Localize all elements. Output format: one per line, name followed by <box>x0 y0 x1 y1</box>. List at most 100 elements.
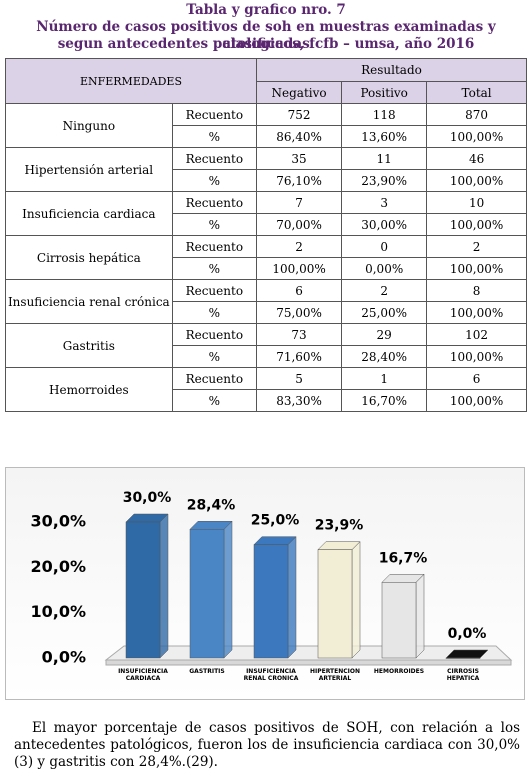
value-cell: 100,00% <box>426 257 527 280</box>
y-tick-label: 30,0% <box>30 512 86 531</box>
value-label: 0,0% <box>448 626 487 642</box>
measure-cell: % <box>171 213 257 236</box>
value-cell: 11 <box>341 147 428 170</box>
measure-cell: % <box>171 389 257 412</box>
title-line: segun antecedentes patologicos, fcfb – u… <box>57 36 475 52</box>
x-tick-label: CIRROSIS HEPATICA <box>446 668 480 682</box>
measure-cell: Recuento <box>171 147 257 170</box>
disease-cell: Hemorroides <box>5 367 173 412</box>
value-cell: 100,00% <box>426 213 527 236</box>
disease-cell: Cirrosis hepática <box>5 235 173 280</box>
value-cell: 870 <box>426 103 527 126</box>
title-line: Tabla y grafico nro. 7 <box>186 2 346 18</box>
value-cell: 46 <box>426 147 527 170</box>
value-cell: 6 <box>255 279 343 302</box>
value-cell: 73 <box>255 323 343 346</box>
measure-cell: % <box>171 257 257 280</box>
value-cell: 35 <box>255 147 343 170</box>
value-cell: 5 <box>255 367 343 390</box>
header-cell: Negativo <box>255 81 343 104</box>
table-row: Ninguno Recuento 752 118 870 <box>5 103 527 148</box>
disease-cell: Insuficiencia renal crónica <box>5 279 173 324</box>
value-cell: 16,70% <box>341 389 428 412</box>
measure-cell: % <box>171 125 257 148</box>
table-row: Insuficiencia renal crónica Recuento 6 2 8 <box>5 279 527 324</box>
value-cell: 83,30% <box>255 389 343 412</box>
y-tick-label: 10,0% <box>30 602 86 621</box>
bar-side <box>159 513 169 659</box>
value-cell: 71,60% <box>255 345 343 368</box>
measure-cell: % <box>171 169 257 192</box>
value-cell: 2 <box>426 235 527 258</box>
table-row: Hipertensión arterial Recuento 35 11 46 <box>5 147 527 192</box>
header-row: ENFERMEDADES Resultado <box>5 58 528 104</box>
value-cell: 86,40% <box>255 125 343 148</box>
value-cell: 30,00% <box>341 213 428 236</box>
value-cell: 29 <box>341 323 428 346</box>
bar <box>253 544 289 659</box>
measure-cell: % <box>171 345 257 368</box>
disease-cell: Hipertensión arterial <box>5 147 173 192</box>
value-cell: 23,90% <box>341 169 428 192</box>
bar <box>189 529 225 659</box>
value-cell: 0,00% <box>341 257 428 280</box>
value-cell: 100,00% <box>426 389 527 412</box>
value-cell: 100,00% <box>255 257 343 280</box>
header-cell: ENFERMEDADES <box>5 58 257 104</box>
measure-cell: Recuento <box>171 279 257 302</box>
value-cell: 7 <box>255 191 343 214</box>
value-cell: 118 <box>341 103 428 126</box>
bar <box>125 521 161 659</box>
title-line: Número de casos positivos de soh en mues… <box>36 19 496 52</box>
value-cell: 2 <box>255 235 343 258</box>
table-row: % 75,00% 25,00% 100,00% <box>6 301 527 324</box>
chart-svg: 0,0% 10,0% 20,0% 30,0% 30,0% 28,4% 25,0% 23,9% 1… <box>30 490 513 667</box>
table-row: Hemorroides Recuento 5 1 6 <box>5 367 527 412</box>
measure-cell: Recuento <box>171 323 257 346</box>
value-cell: 100,00% <box>426 125 527 148</box>
table-row: % 76,10% 23,90% 100,00% <box>6 169 527 192</box>
value-label: 25,0% <box>251 513 300 529</box>
value-cell: 28,40% <box>341 345 428 368</box>
measure-cell: Recuento <box>171 103 257 126</box>
bar-side <box>415 573 425 659</box>
table-row: % 83,30% 16,70% 100,00% <box>6 389 527 412</box>
measure-cell: Recuento <box>171 367 257 390</box>
x-tick-label: GASTRITIS <box>189 668 225 675</box>
bar <box>317 549 353 659</box>
value-cell: 100,00% <box>426 169 527 192</box>
table-row: Insuficiencia cardiaca Recuento 7 3 10 <box>5 191 527 236</box>
table-row: Cirrosis hepática Recuento 2 0 2 <box>5 235 527 280</box>
value-cell: 1 <box>341 367 428 390</box>
table-row: % 86,40% 13,60% 100,00% <box>6 125 527 148</box>
value-cell: 75,00% <box>255 301 343 324</box>
bar <box>381 582 417 659</box>
table-row: % 70,00% 30,00% 100,00% <box>6 213 527 236</box>
x-tick-label: INSUFICIENCIA RENAL CRONICA <box>243 668 299 682</box>
x-tick-label: HEMORROIDES <box>373 668 425 675</box>
header-cell: Positivo <box>341 81 428 104</box>
header-cell: Total <box>426 81 527 104</box>
results-table: ENFERMEDADES Resultado Negativo Positivo Tot… <box>5 58 528 412</box>
value-label: 16,7% <box>379 550 428 566</box>
value-cell: 100,00% <box>426 345 527 368</box>
value-label: 28,4% <box>187 497 236 513</box>
value-cell: 25,00% <box>341 301 428 324</box>
header-cell: Resultado <box>255 58 528 82</box>
value-cell: 10 <box>426 191 527 214</box>
value-cell: 3 <box>341 191 428 214</box>
value-cell: 0 <box>341 235 428 258</box>
bar <box>445 657 481 659</box>
header-row: Negativo Positivo Total <box>6 81 527 104</box>
measure-cell: Recuento <box>171 235 257 258</box>
value-cell: 102 <box>426 323 527 346</box>
bar-side <box>351 541 361 659</box>
bar-side <box>223 520 233 659</box>
x-tick-label: INSUFICIENCIA CARDIACA <box>118 668 168 682</box>
disease-cell: Ninguno <box>5 103 173 148</box>
chart: 0,0% 10,0% 20,0% 30,0% 30,0% 28,4% 25,0% 23,9% 1… <box>5 467 525 700</box>
measure-cell: Recuento <box>171 191 257 214</box>
value-label: 23,9% <box>315 518 364 534</box>
paragraph: El mayor porcentaje de casos positivos d… <box>14 720 520 770</box>
